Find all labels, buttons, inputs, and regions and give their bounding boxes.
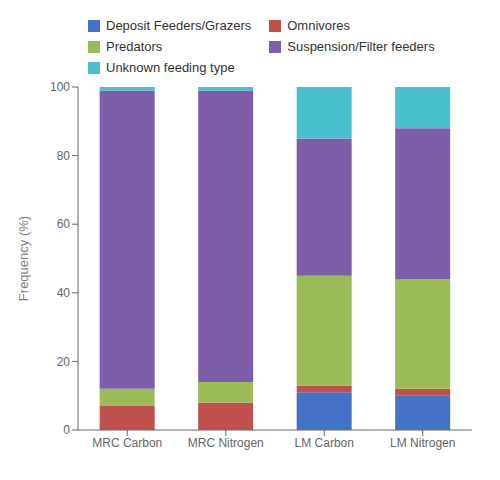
svg-text:MRC Nitrogen: MRC Nitrogen bbox=[188, 436, 264, 450]
svg-text:40: 40 bbox=[57, 286, 71, 300]
svg-text:LM Carbon: LM Carbon bbox=[295, 436, 354, 450]
svg-text:MRC Carbon: MRC Carbon bbox=[92, 436, 162, 450]
html-text:Deposit Feeders/Grazers: Deposit Feeders/Grazers bbox=[106, 18, 252, 33]
svg-text:100: 100 bbox=[50, 80, 70, 94]
svg-text:20: 20 bbox=[57, 355, 71, 369]
svg-text:Frequency (%): Frequency (%) bbox=[16, 216, 31, 301]
html-text:Suspension/Filter feeders: Suspension/Filter feeders bbox=[287, 39, 435, 54]
svg-text:LM Nitrogen: LM Nitrogen bbox=[390, 436, 455, 450]
html-text:Predators: Predators bbox=[106, 39, 163, 54]
html-text:Unknown feeding type: Unknown feeding type bbox=[106, 60, 235, 75]
html-text:Omnivores: Omnivores bbox=[287, 18, 351, 33]
svg-text:0: 0 bbox=[63, 423, 70, 437]
svg-text:80: 80 bbox=[57, 149, 71, 163]
svg-text:60: 60 bbox=[57, 217, 71, 231]
